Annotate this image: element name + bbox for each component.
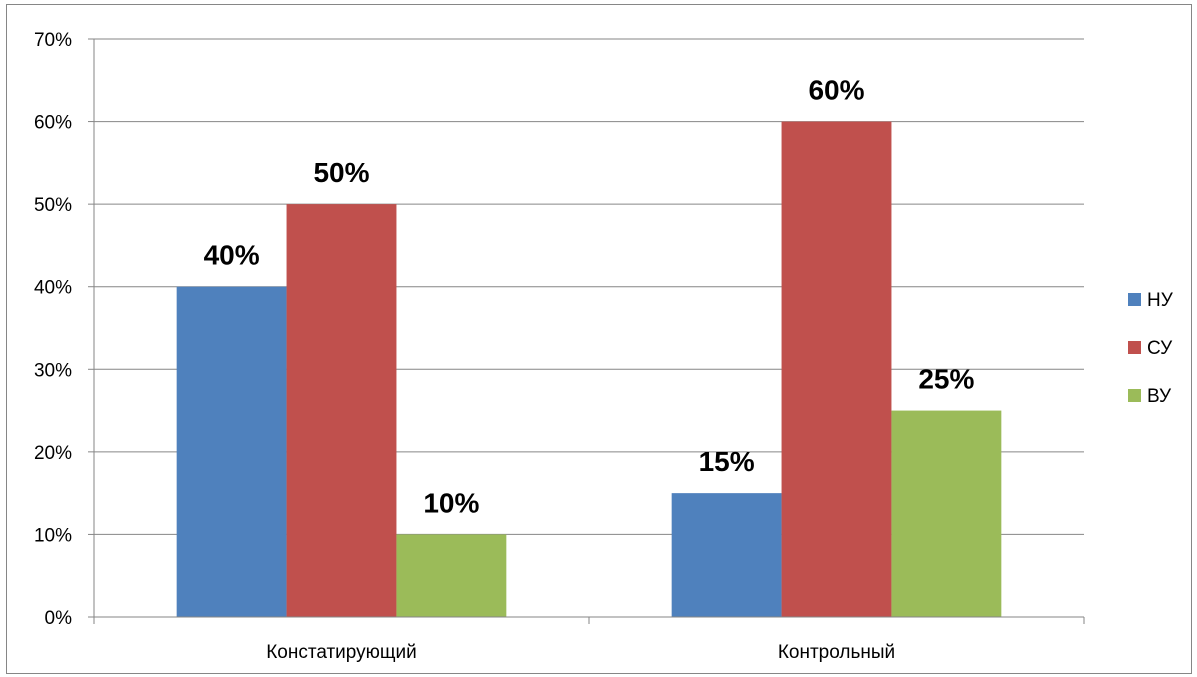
bar-СУ-0 [286, 204, 397, 617]
y-tick-label: 60% [34, 113, 72, 134]
bar-ВУ-1 [891, 410, 1002, 617]
bars [176, 121, 1002, 618]
legend-swatch [1128, 389, 1141, 402]
legend: НУ СУ ВУ [1128, 290, 1174, 407]
bar-СУ-1 [781, 121, 892, 618]
x-category-label: Контрольный [778, 642, 895, 663]
y-tick-label: 40% [34, 278, 72, 299]
data-label: 15% [699, 446, 755, 477]
legend-swatch [1128, 293, 1141, 306]
y-tick-label: 0% [45, 608, 73, 629]
legend-label: ВУ [1147, 386, 1172, 407]
legend-label: НУ [1147, 290, 1174, 311]
y-tick-label: 30% [34, 360, 72, 381]
data-label: 25% [918, 364, 974, 395]
y-tick-label: 50% [34, 195, 72, 216]
data-labels: 40% 50% 10% 15% 60% 25% [204, 75, 975, 519]
y-tick-label: 20% [34, 443, 72, 464]
data-label: 60% [808, 75, 864, 106]
y-tick-label: 10% [34, 525, 72, 546]
axes: 0% 10% 20% 30% 40% 50% 60% 70% Констатирующий Кон… [34, 30, 1085, 663]
x-category-label: Констатирующий [266, 642, 417, 663]
data-label: 40% [204, 240, 260, 271]
bar-НУ-1 [671, 493, 782, 617]
legend-swatch [1128, 341, 1141, 354]
data-label: 10% [423, 487, 479, 518]
y-tick-label: 70% [34, 30, 72, 51]
data-label: 50% [313, 157, 369, 188]
legend-label: СУ [1147, 338, 1173, 359]
bar-НУ-0 [176, 286, 287, 617]
bar-ВУ-0 [396, 534, 507, 617]
